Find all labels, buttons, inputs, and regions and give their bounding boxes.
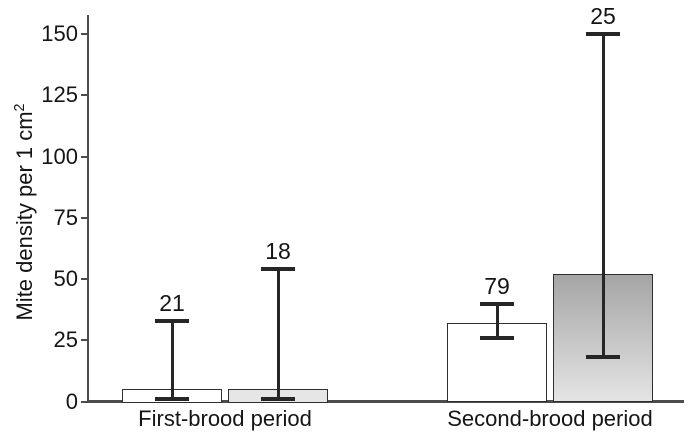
y-tick-label: 125 — [41, 82, 78, 108]
sample-size-label: 79 — [484, 272, 510, 299]
y-tick-mark — [80, 216, 87, 219]
error-bar-cap-upper — [261, 267, 295, 272]
error-bar-cap-lower — [261, 397, 295, 402]
error-bar-cap-lower — [155, 397, 189, 402]
y-tick-mark — [80, 278, 87, 280]
y-tick-mark — [80, 155, 87, 158]
y-tick-label: 150 — [41, 21, 78, 46]
error-bar-cap-upper — [586, 32, 620, 36]
y-tick-mark — [80, 94, 87, 97]
error-bar-cap-lower — [480, 335, 514, 340]
error-bar-cap-upper — [480, 301, 514, 306]
x-axis-line — [86, 400, 684, 403]
y-axis-line — [86, 15, 89, 402]
error-bar-cap-lower — [586, 355, 620, 360]
error-bar-cap-upper — [155, 318, 189, 323]
x-category-label: First-brood period — [138, 406, 312, 431]
x-category-label: Second-brood period — [447, 406, 653, 431]
error-bar-stem — [276, 269, 280, 400]
error-bar-stem — [170, 320, 174, 400]
sample-size-label: 18 — [265, 238, 291, 265]
y-tick-label: 100 — [41, 143, 78, 169]
y-tick-mark — [80, 339, 87, 342]
y-tick-label: 75 — [53, 204, 78, 230]
sample-size-label: 25 — [590, 3, 616, 29]
y-tick-label: 25 — [53, 327, 78, 353]
y-tick-label: 50 — [53, 266, 78, 291]
sample-size-label: 21 — [159, 289, 185, 316]
y-tick-mark — [80, 400, 87, 403]
error-bar-stem — [601, 34, 605, 358]
error-bar-stem — [495, 303, 499, 338]
y-axis-title-superscript: 2 — [11, 103, 28, 112]
y-tick-mark — [80, 33, 87, 35]
y-tick-label: 0 — [65, 388, 78, 414]
